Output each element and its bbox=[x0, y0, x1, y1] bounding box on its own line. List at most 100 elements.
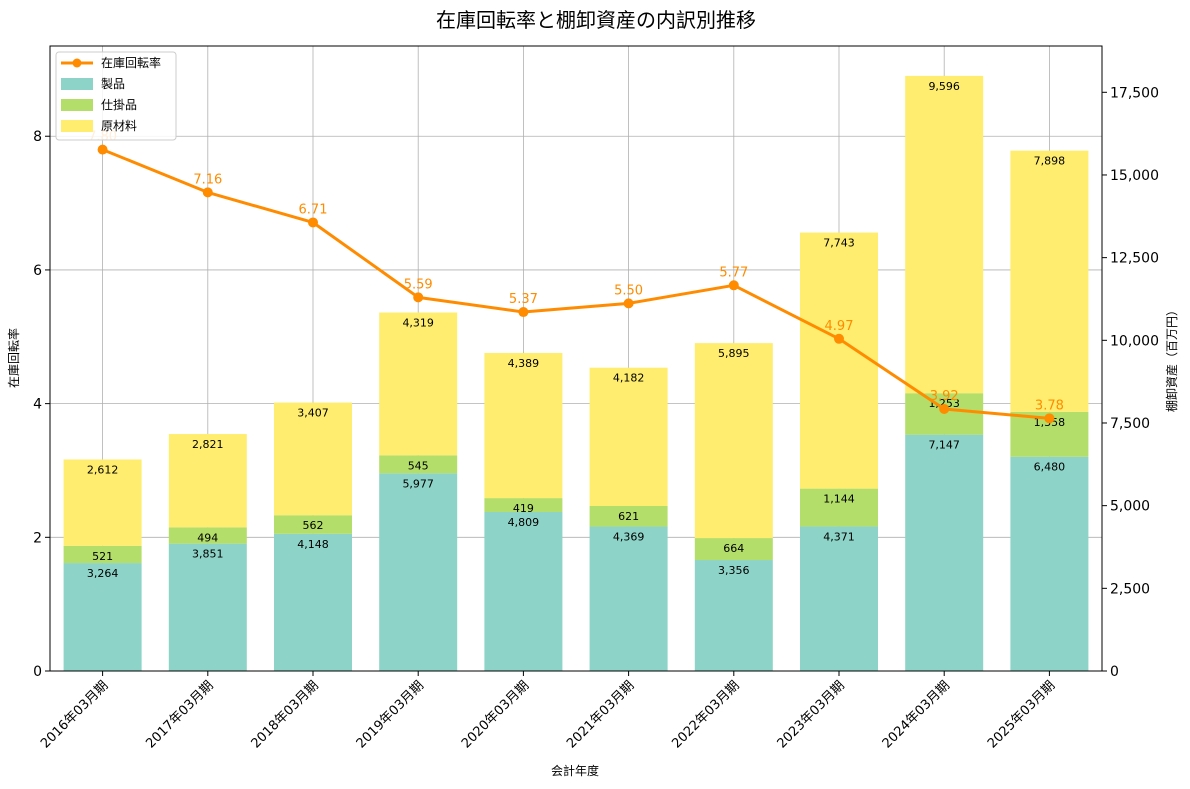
turnover-point bbox=[623, 298, 634, 309]
bar-segment-label: 5,977 bbox=[402, 477, 434, 490]
x-tick-label: 2024年03月期 bbox=[880, 678, 953, 751]
turnover-label: 5.59 bbox=[404, 277, 433, 292]
bar-segment bbox=[484, 352, 563, 499]
bar-segment bbox=[274, 402, 352, 516]
bar-segment-label: 4,182 bbox=[613, 372, 645, 385]
bar-segment-label: 2,821 bbox=[192, 438, 224, 451]
bar-segment bbox=[274, 533, 352, 671]
bar-segment-label: 9,596 bbox=[928, 80, 960, 93]
bar-segment-label: 3,407 bbox=[297, 407, 329, 420]
bar-segment bbox=[63, 459, 142, 546]
legend-label: 在庫回転率 bbox=[101, 55, 161, 70]
bar-segment bbox=[905, 434, 984, 671]
bar-segment-label: 521 bbox=[92, 550, 113, 563]
y-right-tick-label: 0 bbox=[1110, 664, 1119, 680]
bar-segment bbox=[168, 527, 247, 544]
bar-segment bbox=[168, 434, 247, 528]
bar-segment bbox=[694, 560, 773, 671]
x-tick-label: 2021年03月期 bbox=[564, 678, 637, 751]
bar-segment-label: 4,809 bbox=[508, 516, 540, 529]
bar-segment-label: 2,612 bbox=[87, 463, 119, 476]
bar-segment bbox=[1010, 150, 1089, 412]
bar-segment bbox=[379, 473, 458, 671]
chart-title: 在庫回転率と棚卸資産の内訳別推移 bbox=[436, 8, 756, 32]
bar-segment-label: 621 bbox=[618, 510, 639, 523]
bar-segment bbox=[63, 563, 142, 671]
y-right-tick-label: 5,000 bbox=[1110, 499, 1150, 515]
y-left-tick-label: 0 bbox=[33, 664, 42, 680]
turnover-point bbox=[834, 333, 844, 344]
bar-segment bbox=[484, 498, 563, 512]
bar-segment bbox=[379, 455, 458, 474]
bar-segment-label: 4,369 bbox=[613, 531, 645, 544]
turnover-label: 7.16 bbox=[193, 172, 222, 187]
turnover-point bbox=[308, 217, 318, 228]
x-tick-label: 2020年03月期 bbox=[459, 678, 532, 751]
turnover-point bbox=[1044, 413, 1055, 424]
bar-segment-label: 5,895 bbox=[718, 347, 750, 360]
turnover-point bbox=[97, 144, 108, 155]
bar-segment bbox=[589, 505, 668, 527]
turnover-label: 3.78 bbox=[1035, 398, 1064, 413]
y-axis-left-label: 在庫回転率 bbox=[6, 328, 21, 388]
y-right-tick-label: 7,500 bbox=[1110, 416, 1150, 432]
turnover-point bbox=[728, 280, 739, 291]
bar-segment bbox=[800, 232, 878, 489]
x-tick-label: 2018年03月期 bbox=[249, 678, 322, 751]
x-tick-label: 2017年03月期 bbox=[143, 678, 216, 751]
bar-segment-label: 419 bbox=[513, 502, 534, 515]
y-right-tick-label: 10,000 bbox=[1110, 333, 1159, 349]
bar-segment bbox=[484, 511, 563, 671]
y-right-tick-label: 17,500 bbox=[1110, 85, 1159, 101]
turnover-label: 5.50 bbox=[614, 283, 643, 298]
bar-segment bbox=[800, 488, 878, 527]
y-left-tick-label: 6 bbox=[33, 263, 42, 279]
turnover-label: 3.92 bbox=[930, 389, 959, 404]
bar-segment-label: 3,851 bbox=[192, 548, 224, 561]
bar-segment bbox=[274, 515, 352, 534]
bar-segment-label: 494 bbox=[197, 531, 218, 544]
turnover-line-path bbox=[102, 148, 1050, 420]
stacked-bars bbox=[63, 75, 1089, 671]
y-left-tick-label: 4 bbox=[33, 397, 42, 413]
turnover-label: 4.97 bbox=[825, 319, 854, 334]
bar-segment-label: 1,144 bbox=[823, 493, 855, 506]
y-right-tick-label: 2,500 bbox=[1110, 581, 1150, 597]
bar-segment bbox=[589, 526, 668, 671]
y-right-tick-label: 12,500 bbox=[1110, 251, 1159, 267]
y-axis-right-label: 棚卸資産（百万円） bbox=[1164, 304, 1179, 412]
x-tick-label: 2023年03月期 bbox=[775, 678, 848, 751]
legend-line-marker bbox=[72, 58, 82, 68]
x-tick-label: 2019年03月期 bbox=[354, 678, 427, 751]
bar-segment-label: 664 bbox=[723, 542, 744, 555]
turnover-label: 5.77 bbox=[719, 265, 748, 280]
bar-segment bbox=[589, 367, 668, 506]
turnover-point bbox=[202, 187, 213, 198]
bar-segment-label: 7,743 bbox=[823, 237, 855, 250]
bar-segment-label: 6,480 bbox=[1034, 461, 1066, 474]
y-right-tick-label: 15,000 bbox=[1110, 168, 1159, 184]
bar-segment-label: 7,147 bbox=[928, 439, 960, 452]
y-left-tick-label: 2 bbox=[33, 530, 42, 546]
legend-label: 原材料 bbox=[101, 119, 137, 133]
bar-segment-label: 562 bbox=[303, 519, 324, 532]
legend-label: 製品 bbox=[101, 77, 125, 91]
turnover-label: 5.37 bbox=[509, 292, 538, 307]
turnover-point bbox=[939, 403, 950, 414]
bar-segment-labels: 3,264 521 2,612 3,851 494 2,821 4,148 562 3,407 5… bbox=[87, 80, 1065, 580]
turnover-label: 6.71 bbox=[299, 202, 328, 217]
bar-segment-label: 545 bbox=[408, 459, 429, 472]
x-tick-label: 2022年03月期 bbox=[669, 678, 742, 751]
bar-segment-label: 7,898 bbox=[1034, 155, 1066, 168]
bar-segment-label: 4,371 bbox=[823, 530, 855, 543]
bar-segment-label: 4,148 bbox=[297, 538, 329, 551]
bar-segment bbox=[63, 545, 142, 564]
x-tick-label: 2016年03月期 bbox=[38, 678, 111, 751]
legend-box bbox=[55, 51, 177, 141]
bar-segment bbox=[168, 543, 247, 671]
legend-bar-swatch bbox=[61, 78, 93, 90]
plot-frame bbox=[49, 45, 1103, 672]
bar-segment-label: 3,264 bbox=[87, 567, 119, 580]
